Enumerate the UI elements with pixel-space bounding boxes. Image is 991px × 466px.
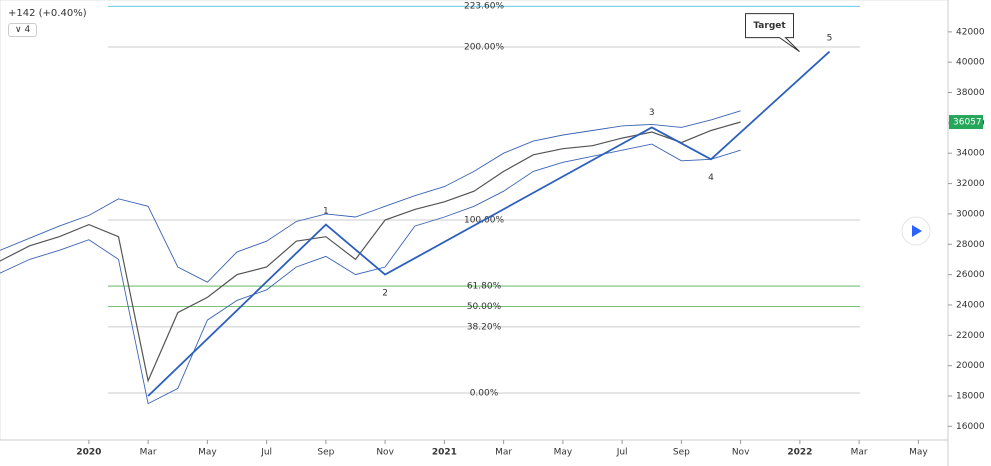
play-button[interactable] xyxy=(901,216,931,246)
y-tick-label: 22000 xyxy=(956,331,985,341)
wave-label: 4 xyxy=(708,173,714,183)
x-tick-label: Sep xyxy=(317,448,334,458)
x-tick-label: Mar xyxy=(851,448,868,458)
wave-label: 2 xyxy=(382,288,388,298)
interval[interactable]: 4 xyxy=(24,25,31,35)
x-tick-label: May xyxy=(554,448,573,458)
x-tick-label: Jul xyxy=(260,448,272,458)
x-tick-label: 2022 xyxy=(787,448,812,458)
last-price-label: 36057 xyxy=(953,118,982,128)
y-tick-label: 42000 xyxy=(956,27,985,37)
wave-line xyxy=(147,50,831,397)
y-tick-label: 34000 xyxy=(956,149,985,159)
band-line xyxy=(0,143,741,405)
y-tick-label: 24000 xyxy=(956,300,985,310)
wave-label: 1 xyxy=(323,206,329,216)
x-tick-label: Jul xyxy=(616,448,628,458)
y-tick-label: 38000 xyxy=(956,88,985,98)
play-icon[interactable] xyxy=(912,225,922,237)
fib-label: 38.20% xyxy=(467,322,502,332)
x-tick-label: 2020 xyxy=(76,448,101,458)
change: +142 (+0.40%) xyxy=(8,8,87,19)
y-tick-label: 30000 xyxy=(956,209,985,219)
x-tick-label: 2021 xyxy=(432,448,457,458)
x-tick-label: May xyxy=(909,448,928,458)
interval-button[interactable]: ∨ 4 xyxy=(8,23,38,37)
target-callout xyxy=(745,13,800,52)
y-tick-label: 16000 xyxy=(956,422,985,432)
wave-label: 3 xyxy=(649,108,655,118)
target-label: Target xyxy=(753,21,786,31)
fib-label: 223.60% xyxy=(464,2,504,12)
x-tick-label: Mar xyxy=(495,448,512,458)
y-tick-label: 20000 xyxy=(956,361,985,371)
fib-label: 50.00% xyxy=(467,302,502,312)
fib-label: 0.00% xyxy=(470,388,499,398)
x-tick-label: Mar xyxy=(140,448,157,458)
wave-label: 5 xyxy=(827,33,833,43)
x-tick-label: Nov xyxy=(376,448,394,458)
fib-label: 200.00% xyxy=(464,43,504,53)
x-tick-label: Nov xyxy=(732,448,750,458)
y-tick-label: 18000 xyxy=(956,392,985,402)
price-line xyxy=(0,121,741,383)
y-tick-label: 40000 xyxy=(956,58,985,68)
fib-label: 61.80% xyxy=(467,282,502,292)
last-price-badge xyxy=(949,115,983,130)
x-tick-label: Sep xyxy=(673,448,690,458)
y-tick-label: 28000 xyxy=(956,240,985,250)
x-tick-label: May xyxy=(198,448,217,458)
y-tick-label: 26000 xyxy=(956,270,985,280)
y-tick-label: 32000 xyxy=(956,179,985,189)
band-line xyxy=(0,110,741,283)
